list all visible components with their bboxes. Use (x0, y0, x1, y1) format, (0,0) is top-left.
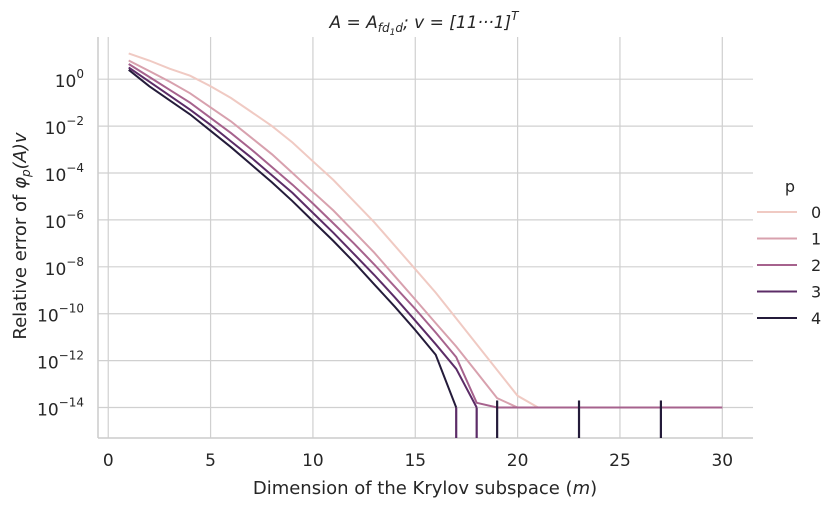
y-tick-label: 10−4 (45, 161, 84, 186)
series-line-p0 (128, 52, 723, 409)
x-tick-label: 5 (205, 451, 216, 471)
series-lines (128, 52, 723, 438)
legend: p 0 1 2 3 4 (757, 177, 821, 328)
legend-label: 0 (811, 203, 821, 222)
legend-label: 2 (811, 256, 821, 275)
x-tick-label: 10 (302, 451, 324, 471)
series-line-p4 (128, 69, 458, 408)
x-axis-label: Dimension of the Krylov subspace (m) (253, 478, 597, 499)
y-tick-labels: 100 10−2 10−4 10−6 10−8 10−10 10−12 10−14 (37, 67, 84, 420)
x-tick-label: 20 (507, 451, 529, 471)
series-line-p2 (128, 63, 723, 409)
chart-title: A = Afd1d; v = [11···1]T (328, 9, 520, 38)
series-line-p3 (128, 66, 478, 408)
y-tick-label: 100 (55, 67, 84, 92)
y-tick-label: 10−6 (45, 208, 84, 233)
y-tick-label: 10−10 (37, 302, 84, 327)
x-tick-label: 30 (711, 451, 733, 471)
grid (98, 37, 753, 438)
y-tick-label: 10−8 (45, 255, 84, 280)
y-tick-label: 10−12 (37, 349, 84, 374)
x-tick-labels: 0 5 10 15 20 25 30 (103, 451, 733, 471)
x-tick-label: 15 (404, 451, 426, 471)
legend-title: p (785, 177, 795, 196)
y-axis-label: Relative error of φp(A)v (10, 132, 33, 340)
legend-label: 3 (811, 283, 821, 302)
x-tick-label: 0 (103, 451, 114, 471)
y-tick-label: 10−2 (45, 114, 84, 139)
legend-label: 1 (811, 230, 821, 249)
legend-label: 4 (811, 309, 821, 328)
series-line-p1 (128, 59, 723, 409)
x-tick-label: 25 (609, 451, 631, 471)
y-tick-label: 10−14 (37, 396, 84, 421)
axes-spines (97, 37, 753, 439)
